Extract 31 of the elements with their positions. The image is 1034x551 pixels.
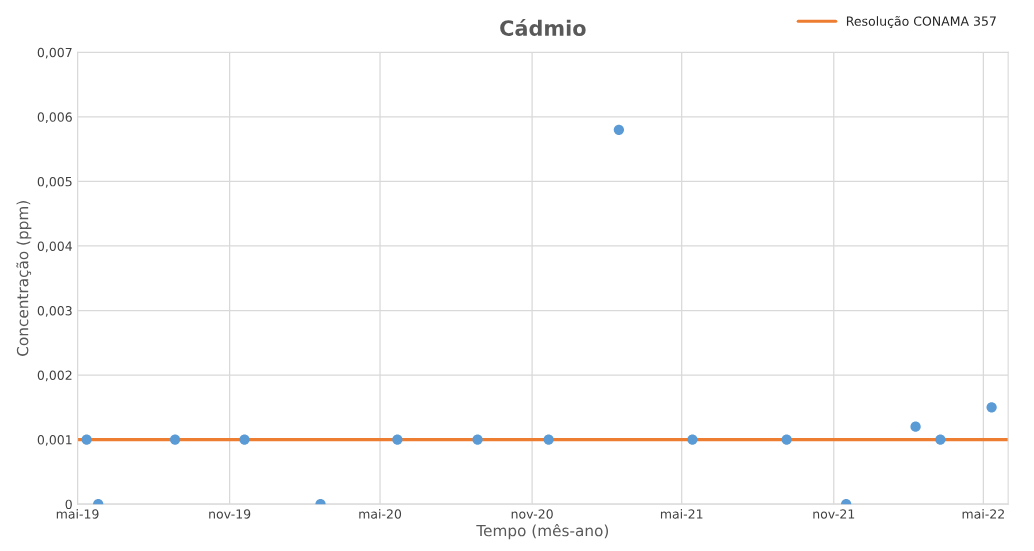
y-tick-label: 0,002 bbox=[37, 370, 72, 382]
y-tick-label: 0,003 bbox=[37, 306, 72, 317]
legend-label: Resolução CONAMA 357 bbox=[846, 15, 996, 29]
y-tick-label: 0 bbox=[65, 499, 72, 510]
point bbox=[81, 434, 92, 445]
point bbox=[392, 434, 403, 445]
point bbox=[472, 434, 483, 445]
x-tick-label: nov-19 bbox=[209, 509, 251, 519]
point bbox=[543, 434, 554, 445]
y-tick-label: 0,006 bbox=[37, 112, 72, 124]
y-axis-title: Concentração (ppm) bbox=[16, 201, 32, 356]
y-tick-label: 0,005 bbox=[37, 176, 72, 188]
chart-title: Cádmio bbox=[500, 19, 586, 36]
point bbox=[687, 434, 698, 445]
point bbox=[239, 434, 250, 445]
x-tick-label: mai-22 bbox=[962, 509, 1004, 519]
x-tick-label: mai-19 bbox=[56, 509, 99, 519]
x-tick-label: nov-20 bbox=[511, 509, 553, 519]
point bbox=[781, 434, 792, 445]
x-tick-label: mai-21 bbox=[660, 509, 703, 519]
y-tick-label: 0,001 bbox=[37, 435, 72, 446]
point bbox=[935, 434, 946, 445]
x-axis-title: Tempo (mês-ano) bbox=[476, 523, 609, 540]
x-tick-label: nov-21 bbox=[813, 509, 855, 519]
point bbox=[613, 124, 625, 135]
point bbox=[169, 434, 181, 445]
point bbox=[986, 402, 997, 413]
y-tick-label: 0,004 bbox=[37, 241, 72, 253]
x-tick-label: mai-20 bbox=[359, 509, 402, 519]
y-tick-label: 0,007 bbox=[37, 47, 72, 59]
point bbox=[910, 421, 921, 432]
